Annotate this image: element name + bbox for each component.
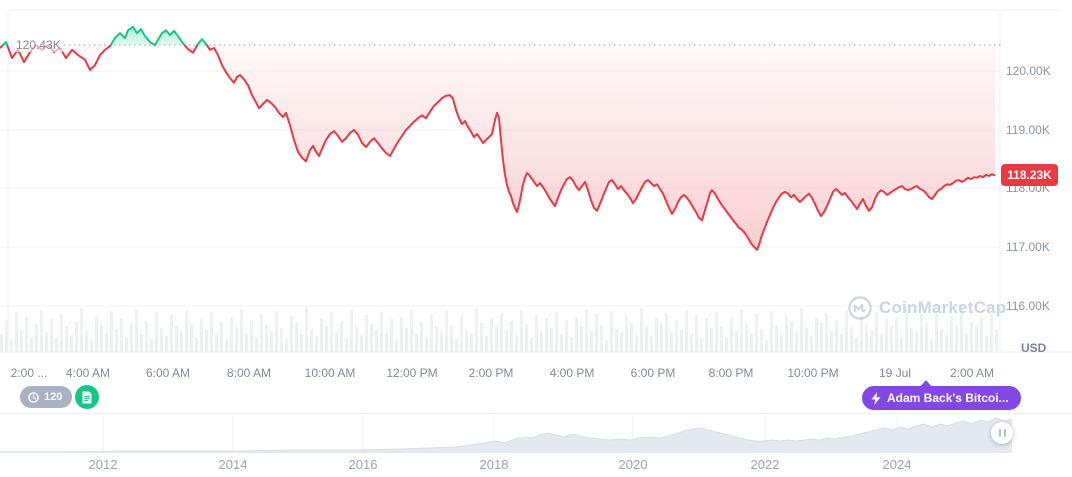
time-tick-label: 6:00 AM xyxy=(145,366,191,380)
time-tick-label: 2:00 AM xyxy=(949,366,995,380)
time-tick-label: 2:00 PM xyxy=(468,366,514,380)
history-count: 120 xyxy=(44,391,63,403)
clock-history-icon xyxy=(28,391,39,403)
news-annotation-badge[interactable] xyxy=(75,385,99,409)
range-minimap[interactable] xyxy=(0,413,1072,477)
watermark: CoinMarketCap xyxy=(848,296,1006,320)
year-tick-label: 2016 xyxy=(348,457,378,472)
time-tick-label: 10:00 PM xyxy=(787,366,839,380)
lightning-bolt-icon xyxy=(871,391,881,405)
time-tick-label: 4:00 AM xyxy=(65,366,111,380)
year-tick-label: 2012 xyxy=(88,457,118,472)
baseline-price-label: 120.43K xyxy=(14,38,63,52)
event-badge-caret xyxy=(920,380,932,387)
time-tick-label: 8:00 PM xyxy=(708,366,754,380)
price-tick-label: 119.00K xyxy=(1006,123,1050,137)
coinmarketcap-logo-icon xyxy=(848,296,872,320)
year-tick-label: 2018 xyxy=(479,457,509,472)
news-article-icon xyxy=(82,391,92,403)
event-label: Adam Back's Bitcoi... xyxy=(887,391,1009,405)
price-tick-label: 117.00K xyxy=(1006,240,1050,254)
currency-label: USD xyxy=(1021,341,1047,355)
time-tick-label: 19 Jul xyxy=(878,366,912,380)
time-tick-label: 12:00 PM xyxy=(386,366,438,380)
year-tick-label: 2024 xyxy=(882,457,912,472)
price-tick-label: 120.00K xyxy=(1006,64,1051,78)
time-tick-label: 10:00 AM xyxy=(304,366,356,380)
time-tick-label: 8:00 AM xyxy=(226,366,272,380)
price-chart-canvas[interactable] xyxy=(0,0,1072,413)
year-tick-label: 2014 xyxy=(218,457,248,472)
time-tick-label: 4:00 PM xyxy=(549,366,595,380)
price-tick-label: 116.00K xyxy=(1006,299,1050,313)
range-scrubber-handle[interactable] xyxy=(991,422,1013,444)
time-tick-label: 6:00 PM xyxy=(630,366,676,380)
watermark-text: CoinMarketCap xyxy=(879,298,1007,317)
event-annotation-badge[interactable]: Adam Back's Bitcoi... xyxy=(862,386,1021,410)
history-annotations-badge[interactable]: 120 xyxy=(20,386,73,408)
year-tick-label: 2020 xyxy=(618,457,648,472)
current-price-badge: 118.23K xyxy=(1001,164,1058,186)
time-tick-label: 2:00 ... xyxy=(10,366,48,380)
year-tick-label: 2022 xyxy=(750,457,780,472)
